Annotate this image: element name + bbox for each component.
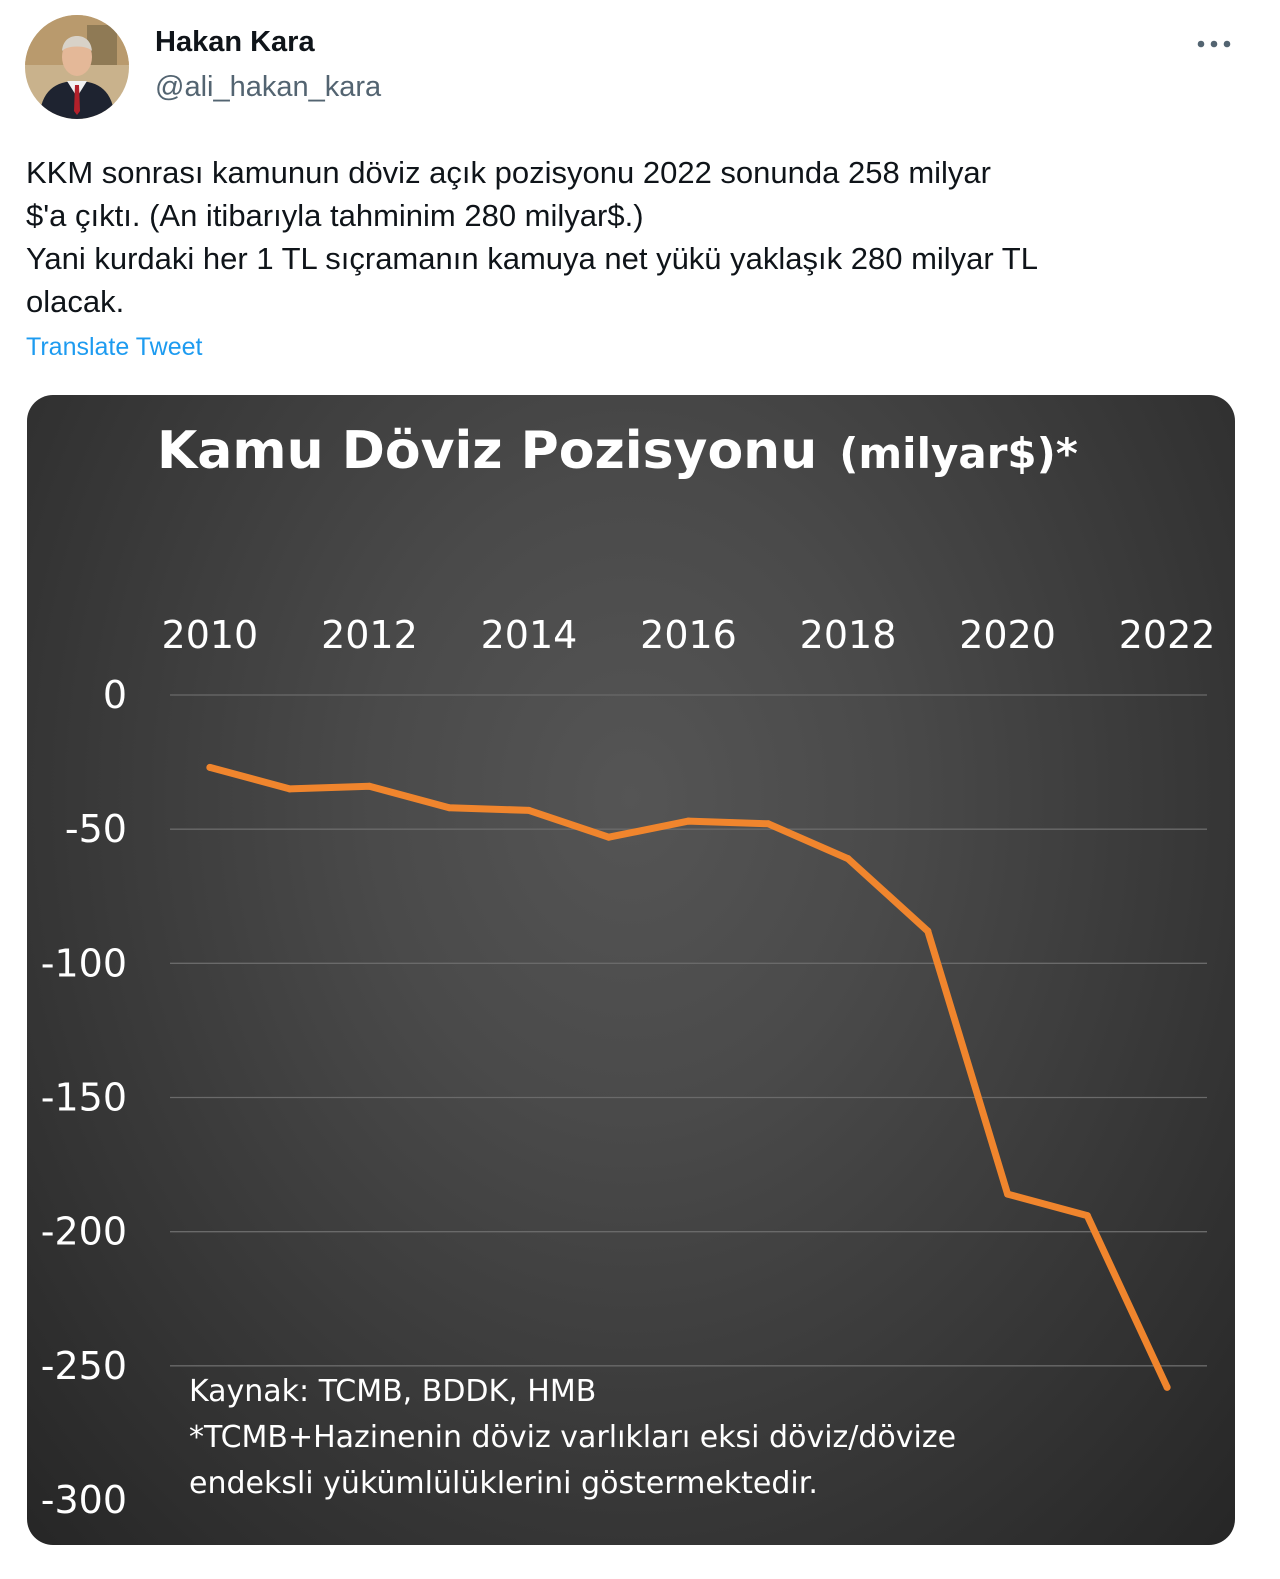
more-options-button[interactable] <box>1186 24 1242 64</box>
data-point <box>685 817 692 825</box>
data-point <box>525 806 533 814</box>
data-point <box>764 820 772 828</box>
chart-note: Kaynak: TCMB, BDDK, HMB <box>189 1374 596 1409</box>
tweet-text-line: KKM sonrası kamunun döviz açık pozisyonu… <box>26 155 991 190</box>
author-avatar[interactable] <box>25 15 129 119</box>
more-horizontal-icon <box>1197 40 1231 48</box>
translate-tweet-link[interactable]: Translate Tweet <box>26 333 203 361</box>
x-tick-label: 2022 <box>1119 613 1216 657</box>
x-tick-label: 2014 <box>481 613 578 657</box>
y-tick-label: -250 <box>41 1344 127 1388</box>
data-point <box>445 804 453 812</box>
line-chart: Kamu Döviz Pozisyonu (milyar$)* 0 -50 -100 -1… <box>41 421 1216 1522</box>
data-point <box>365 782 373 790</box>
data-point <box>1083 1212 1091 1220</box>
data-series-line <box>206 763 1171 1391</box>
chart-title-main: Kamu Döviz Pozisyonu <box>157 421 817 481</box>
x-tick-label: 2020 <box>959 613 1056 657</box>
chart-note: endeksli yükümlülüklerini göstermektedir… <box>189 1466 818 1501</box>
avatar-photo <box>25 15 129 119</box>
data-point <box>924 927 932 935</box>
y-tick-label: -100 <box>41 941 127 985</box>
chart-title-unit: (milyar$)* <box>839 429 1078 478</box>
data-point <box>206 763 214 771</box>
tweet-text-line: olacak. <box>26 284 125 319</box>
tweet-text-line: $'a çıktı. (An itibarıyla tahminim 280 m… <box>26 198 644 233</box>
data-point <box>605 833 613 841</box>
chart-title: Kamu Döviz Pozisyonu (milyar$)* <box>157 421 1078 481</box>
x-tick-label: 2010 <box>162 613 259 657</box>
y-tick-label: 0 <box>103 673 127 717</box>
tweet-text: KKM sonrası kamunun döviz açık pozisyonu… <box>26 151 1246 323</box>
tweet-media-chart[interactable]: Kamu Döviz Pozisyonu (milyar$)* 0 -50 -100 -1… <box>27 395 1235 1545</box>
author-handle[interactable]: @ali_hakan_kara <box>155 71 382 103</box>
author-display-name[interactable]: Hakan Kara <box>155 26 315 58</box>
x-tick-label: 2012 <box>321 613 418 657</box>
data-point <box>1004 1190 1012 1198</box>
y-tick-label: -50 <box>65 807 127 851</box>
chart-note: *TCMB+Hazinenin döviz varlıkları eksi dö… <box>189 1420 956 1455</box>
y-tick-label: -150 <box>41 1076 127 1120</box>
x-tick-label: 2016 <box>640 613 737 657</box>
tweet-text-line: Yani kurdaki her 1 TL sıçramanın kamuya … <box>26 241 1038 276</box>
y-tick-label: -300 <box>41 1478 127 1522</box>
x-tick-label: 2018 <box>800 613 897 657</box>
data-point <box>286 785 294 793</box>
data-point <box>844 855 852 863</box>
data-point <box>1163 1383 1171 1391</box>
y-tick-label: -200 <box>41 1210 127 1254</box>
